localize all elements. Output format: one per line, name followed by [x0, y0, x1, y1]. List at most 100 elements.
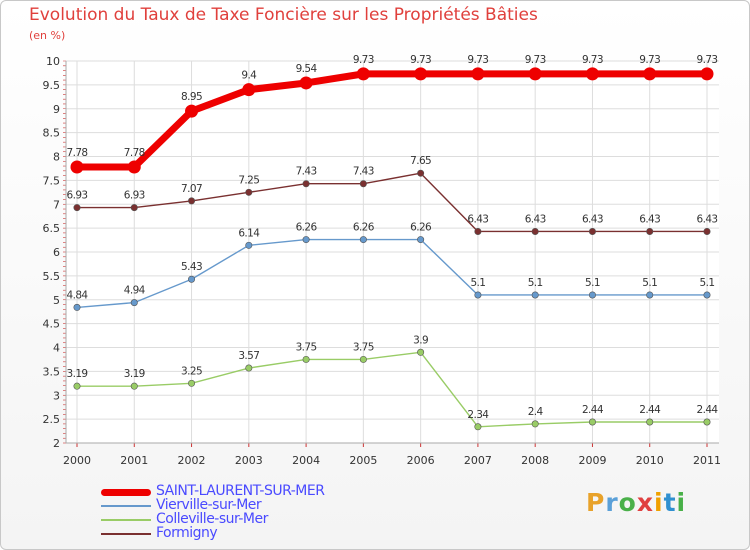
- data-point: [302, 180, 310, 188]
- data-point: [703, 227, 711, 235]
- data-label: 3.57: [238, 350, 259, 362]
- data-point: [188, 197, 196, 205]
- data-point: [531, 291, 539, 299]
- series-line: [73, 70, 711, 171]
- data-label-layer: 4.84 4.94 5.43 6.14 6.26 6.26 6.26 5.1 5.1 5.1 5.1…: [67, 54, 719, 421]
- data-label: 9.73: [467, 54, 488, 66]
- data-label: 3.19: [67, 368, 88, 380]
- data-point: [73, 303, 81, 311]
- data-label: 8.95: [181, 91, 202, 103]
- data-label: 9.73: [697, 54, 718, 66]
- data-point: [127, 160, 141, 174]
- data-point: [356, 67, 370, 81]
- y-tick-label: 3.5: [43, 365, 61, 378]
- proxiti-logo: Proxiti: [586, 488, 686, 517]
- data-label: 6.26: [296, 222, 318, 234]
- x-tick-label: 2009: [578, 454, 606, 467]
- logo-letter: x: [636, 488, 654, 517]
- logo-letter: t: [663, 488, 677, 517]
- data-point: [703, 291, 711, 299]
- y-tick-label: 5.5: [43, 270, 61, 283]
- x-tick-label: 2011: [693, 454, 721, 467]
- data-label: 7.65: [410, 155, 431, 167]
- data-point: [417, 169, 425, 177]
- data-point: [242, 83, 256, 97]
- data-label: 2.34: [467, 409, 489, 421]
- data-point: [643, 67, 657, 81]
- y-tick-label: 2.5: [43, 413, 61, 426]
- data-point: [417, 348, 425, 356]
- data-point: [302, 355, 310, 363]
- data-label: 9.73: [582, 54, 603, 66]
- legend-label: Vierville-sur-Mer: [156, 497, 262, 513]
- data-label: 2.44: [582, 404, 604, 416]
- data-label: 9.73: [353, 54, 374, 66]
- data-label: 6.14: [238, 227, 260, 239]
- axis-layer: 2 2.5 3 3.5 4 4.5 5 5.5 6 6.5 7 7.5 8 8.5 9 9.5 10 2000 20…: [43, 55, 722, 467]
- y-tick-label: 4.5: [43, 318, 61, 331]
- data-label: 9.73: [639, 54, 660, 66]
- x-tick-label: 2004: [292, 454, 320, 467]
- data-point: [588, 418, 596, 426]
- legend-label: Colleville-sur-Mer: [156, 511, 268, 527]
- y-tick-label: 8.5: [43, 127, 61, 140]
- data-label: 2.44: [697, 404, 719, 416]
- data-point: [359, 180, 367, 188]
- y-tick-label: 10: [46, 55, 60, 68]
- chart-subtitle: (en %): [29, 29, 66, 42]
- logo-letter: P: [586, 488, 606, 517]
- data-point: [70, 160, 84, 174]
- data-point: [588, 291, 596, 299]
- data-point: [646, 291, 654, 299]
- x-tick-label: 2003: [235, 454, 263, 467]
- logo-letter: i: [676, 488, 687, 517]
- data-label: 6.43: [525, 213, 546, 225]
- data-label: 6.26: [410, 222, 432, 234]
- data-label: 4.94: [124, 285, 146, 297]
- x-tick-label: 2005: [349, 454, 377, 467]
- data-point: [700, 67, 714, 81]
- data-label: 2.44: [639, 404, 661, 416]
- data-label: 5.1: [470, 277, 485, 289]
- legend-swatch: [101, 533, 151, 535]
- data-label: 5.1: [700, 277, 715, 289]
- data-label: 9.73: [525, 54, 546, 66]
- data-point: [188, 275, 196, 283]
- logo-letter: r: [605, 488, 619, 517]
- data-point: [299, 76, 313, 90]
- x-tick-label: 2008: [521, 454, 549, 467]
- data-point: [531, 420, 539, 428]
- y-tick-label: 6.5: [43, 222, 61, 235]
- data-label: 2.4: [528, 406, 544, 418]
- data-point: [703, 418, 711, 426]
- y-tick-label: 5: [53, 294, 60, 307]
- data-point: [302, 236, 310, 244]
- data-point: [73, 204, 81, 212]
- x-tick-label: 2001: [120, 454, 148, 467]
- data-label: 6.93: [67, 190, 88, 202]
- data-label: 6.43: [697, 213, 718, 225]
- data-label: 6.26: [353, 222, 375, 234]
- data-label: 9.73: [410, 54, 431, 66]
- data-label: 5.1: [528, 277, 543, 289]
- data-label: 3.75: [353, 341, 374, 353]
- legend-label: SAINT-LAURENT-SUR-MER: [156, 483, 325, 499]
- data-point: [646, 418, 654, 426]
- data-label: 5.1: [642, 277, 657, 289]
- data-label: 3.19: [124, 368, 145, 380]
- y-tick-label: 3: [53, 389, 60, 402]
- series-line: [76, 351, 708, 428]
- data-point: [130, 204, 138, 212]
- grid-layer: [66, 60, 719, 444]
- y-tick-label: 6: [53, 246, 60, 259]
- data-point: [585, 67, 599, 81]
- data-label: 7.07: [181, 183, 202, 195]
- data-label: 6.43: [582, 213, 603, 225]
- data-point: [130, 382, 138, 390]
- data-point: [245, 241, 253, 249]
- legend-swatch: [101, 519, 151, 521]
- data-point: [471, 67, 485, 81]
- y-tick-label: 9.5: [43, 79, 61, 92]
